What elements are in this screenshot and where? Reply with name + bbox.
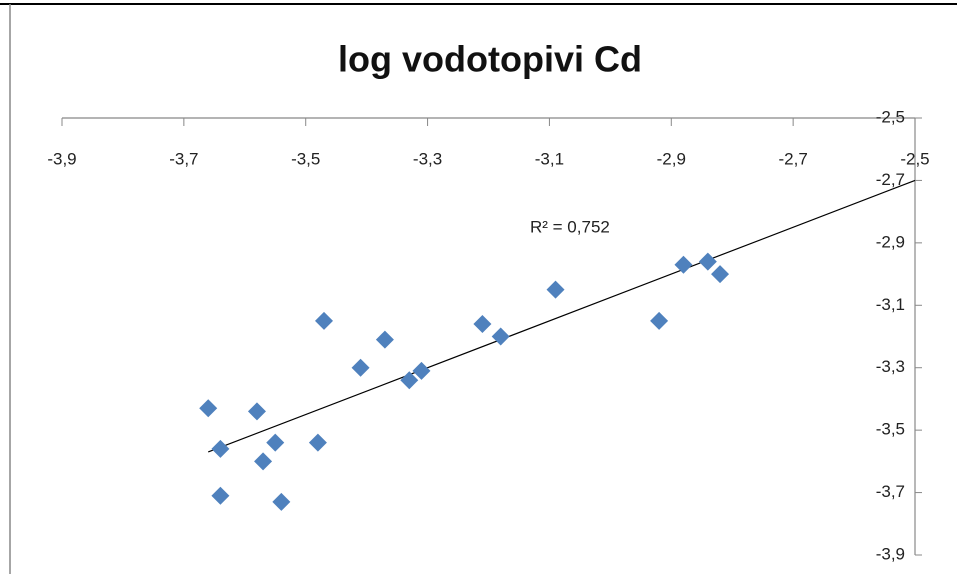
point (711, 265, 730, 284)
x-tick-label: -3,5 (291, 149, 320, 168)
point (308, 433, 327, 452)
point (266, 433, 285, 452)
point (314, 311, 333, 330)
point (247, 402, 266, 421)
point (199, 399, 218, 418)
y-tick-label: -3,5 (876, 420, 905, 439)
point (351, 358, 370, 377)
y-tick-label: -2,5 (876, 107, 905, 126)
point (211, 486, 230, 505)
y-tick-label: -3,9 (876, 544, 905, 563)
x-tick-label: -2,9 (657, 149, 686, 168)
point (650, 311, 669, 330)
y-tick-label: -3,3 (876, 357, 905, 376)
point (400, 371, 419, 390)
point (211, 439, 230, 458)
point (698, 252, 717, 271)
point (254, 452, 273, 471)
y-tick-label: -3,7 (876, 482, 905, 501)
x-tick-label: -2,7 (778, 149, 807, 168)
y-tick-label: -2,7 (876, 170, 905, 189)
y-tick-label: -2,9 (876, 232, 905, 251)
trendline (208, 179, 916, 453)
point (674, 255, 693, 274)
point (412, 361, 431, 380)
y-tick-label: -3,1 (876, 295, 905, 314)
point (491, 327, 510, 346)
point (375, 330, 394, 349)
x-tick-label: -2,5 (900, 149, 929, 168)
point (272, 492, 291, 511)
x-tick-label: -3,9 (47, 149, 76, 168)
x-tick-label: -3,1 (535, 149, 564, 168)
point (546, 280, 565, 299)
x-tick-label: -3,3 (413, 149, 442, 168)
chart-title: log vodotopivi Cd (338, 39, 642, 80)
r-squared: R² = 0,752 (530, 217, 610, 236)
point (473, 315, 492, 334)
x-tick-label: -3,7 (169, 149, 198, 168)
